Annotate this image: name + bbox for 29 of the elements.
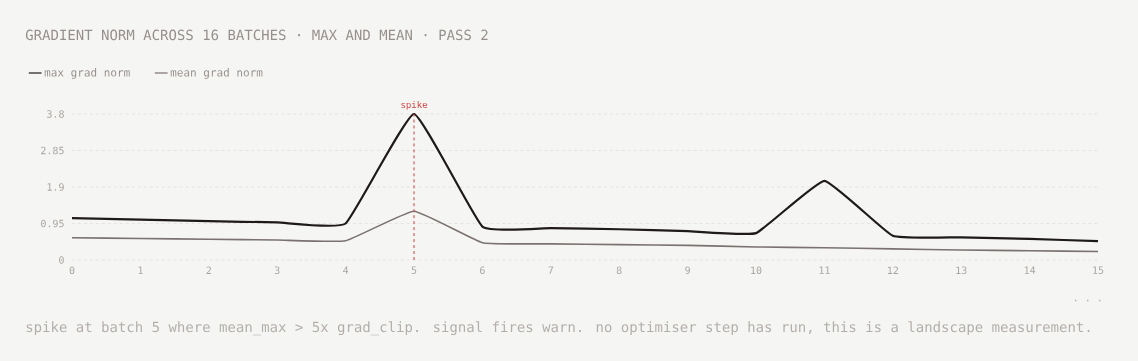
legend-label: mean grad norm	[170, 68, 263, 79]
ref-line-label: spike	[401, 101, 428, 110]
x-tick-label: 3	[274, 266, 280, 275]
legend-label: max grad norm	[44, 68, 130, 79]
y-tick-label: 1.9	[47, 183, 64, 191]
x-tick-label: 14	[1024, 266, 1036, 274]
x-tick-label: 7	[548, 266, 554, 274]
y-tick-label: 2.85	[41, 146, 64, 155]
x-tick-label: 13	[956, 266, 967, 275]
x-tick-label: 8	[616, 266, 622, 275]
y-tick-label: 0.95	[41, 219, 64, 228]
line-series	[70, 112, 1100, 243]
x-tick-label: 15	[1093, 266, 1104, 274]
chart-title: GRADIENT NORM ACROSS 16 BATCHES · MAX AND MEAN · PASS 2	[25, 29, 488, 41]
x-tick-label: 9	[685, 266, 690, 275]
text: spike at batch 5 where mean_max > 5x grad_clip. signal fires warn. no optimiser step has run, this is a landscape measurement.	[26, 321, 1090, 336]
y-tick-label: 0	[59, 256, 64, 264]
x-tick-label: 2	[206, 266, 211, 274]
x-tick-label: 6	[480, 266, 485, 275]
y-tick-label: 3.8	[47, 110, 64, 118]
x-tick-label: 12	[887, 266, 898, 274]
x-tick-label: 4	[343, 266, 349, 274]
x-tick-label: 11	[819, 266, 830, 274]
text: · · ·	[1075, 299, 1101, 302]
x-tick-label: 0	[69, 266, 75, 275]
x-tick-label: 1	[138, 266, 143, 274]
x-tick-label: 10	[751, 266, 762, 275]
line-series	[71, 210, 1099, 253]
x-tick-label: 5	[411, 266, 417, 274]
